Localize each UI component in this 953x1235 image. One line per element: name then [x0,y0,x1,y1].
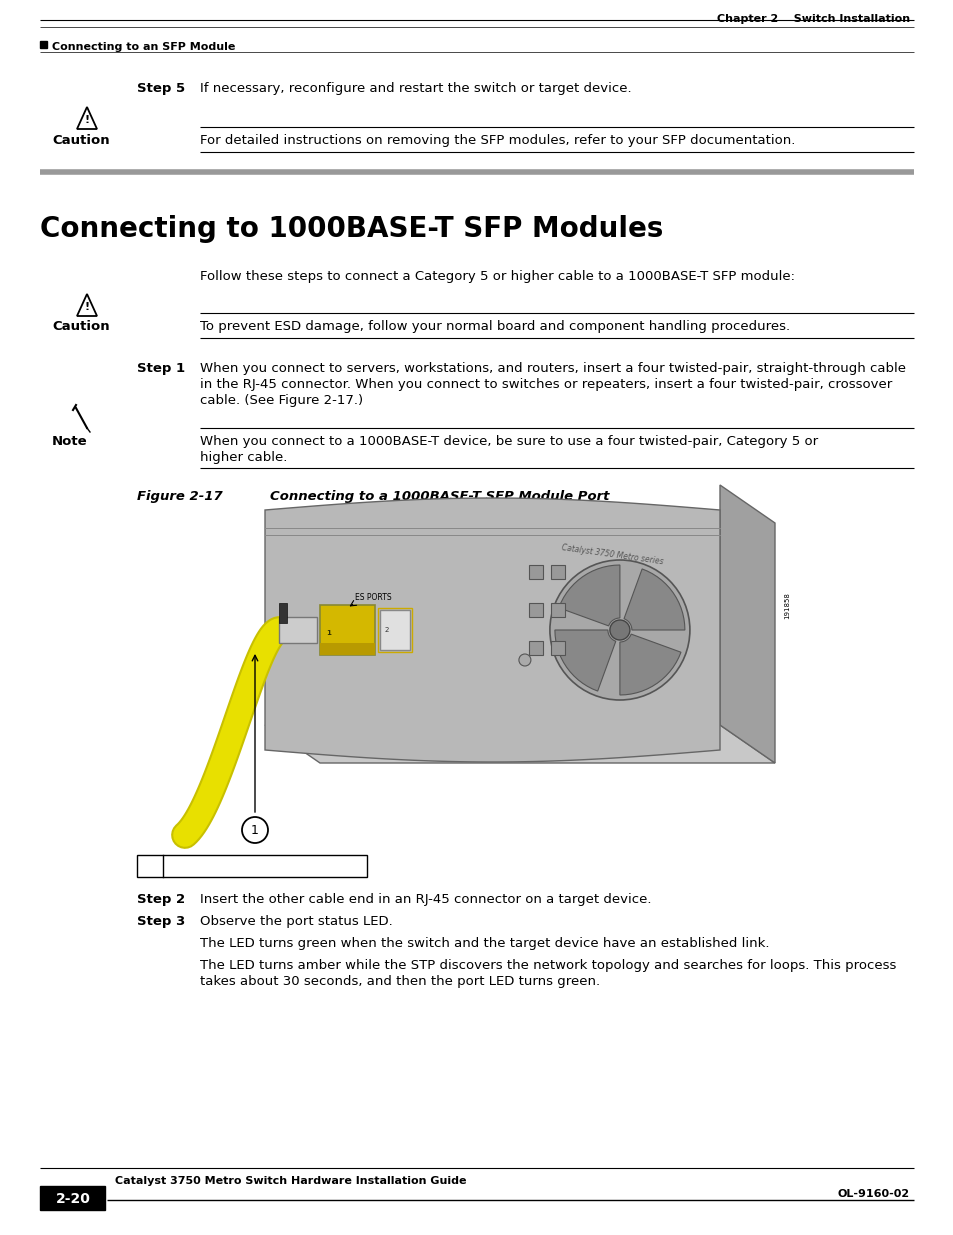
Text: When you connect to a 1000BASE-T device, be sure to use a four twisted-pair, Cat: When you connect to a 1000BASE-T device,… [200,435,818,448]
Bar [528,603,542,618]
Bar [377,608,412,652]
Text: Step 1: Step 1 [137,362,185,375]
Text: Caution: Caution [52,135,110,147]
Text: Step 3: Step 3 [137,915,185,927]
Circle shape [242,818,268,844]
Circle shape [549,559,689,700]
Text: To prevent ESD damage, follow your normal board and component handling procedure: To prevent ESD damage, follow your norma… [200,320,789,333]
Text: Caution: Caution [52,320,110,333]
Text: Step 5: Step 5 [137,82,185,95]
Bar [278,618,316,643]
Text: 1: 1 [251,824,258,836]
Text: in the RJ-45 connector. When you connect to switches or repeaters, insert a four: in the RJ-45 connector. When you connect… [200,378,891,391]
Text: Connecting to 1000BASE-T SFP Modules: Connecting to 1000BASE-T SFP Modules [40,215,662,243]
Text: The LED turns amber while the STP discovers the network topology and searches fo: The LED turns amber while the STP discov… [200,960,896,972]
Text: Connecting to an SFP Module: Connecting to an SFP Module [52,42,235,52]
Polygon shape [558,564,619,626]
Text: Chapter 2    Switch Installation: Chapter 2 Switch Installation [716,14,909,23]
Bar [137,855,367,877]
Bar [319,643,375,655]
Bar [319,605,375,655]
Bar [528,564,542,579]
Text: The LED turns green when the switch and the target device have an established li: The LED turns green when the switch and … [200,937,769,950]
Text: Note: Note [52,435,88,448]
Text: !: ! [85,303,90,312]
Text: When you connect to servers, workstations, and routers, insert a four twisted-pa: When you connect to servers, workstation… [200,362,905,375]
Text: takes about 30 seconds, and then the port LED turns green.: takes about 30 seconds, and then the por… [200,974,599,988]
Polygon shape [265,725,774,763]
Text: Observe the port status LED.: Observe the port status LED. [200,915,393,927]
Text: Step 2: Step 2 [137,893,185,906]
Text: !: ! [85,115,90,125]
Circle shape [609,620,629,640]
Text: Connecting to a 1000BASE-T SFP Module Port: Connecting to a 1000BASE-T SFP Module Po… [270,490,609,503]
Bar [278,603,287,622]
Text: 2: 2 [385,627,389,634]
Polygon shape [623,569,684,630]
Bar [379,610,410,650]
Text: 191858: 191858 [783,593,789,620]
Text: higher cable.: higher cable. [200,451,287,464]
Bar [40,1186,105,1210]
Text: 1: 1 [144,860,153,873]
Text: Catalyst 3750 Metro Switch Hardware Installation Guide: Catalyst 3750 Metro Switch Hardware Inst… [115,1176,466,1186]
Bar [550,564,564,579]
Polygon shape [720,485,774,763]
Text: OL-9160-02: OL-9160-02 [837,1189,909,1199]
Text: Insert the other cable end in an RJ-45 connector on a target device.: Insert the other cable end in an RJ-45 c… [200,893,651,906]
Bar [528,641,542,655]
Text: Follow these steps to connect a Category 5 or higher cable to a 1000BASE-T SFP m: Follow these steps to connect a Category… [200,270,794,283]
Polygon shape [555,630,615,692]
Text: RJ-45 connector: RJ-45 connector [169,860,274,872]
Text: If necessary, reconfigure and restart the switch or target device.: If necessary, reconfigure and restart th… [200,82,631,95]
Text: 1: 1 [326,630,331,636]
Polygon shape [265,498,720,762]
Bar [550,603,564,618]
Polygon shape [619,634,680,695]
Text: ES PORTS: ES PORTS [355,593,392,601]
Bar [550,641,564,655]
Bar [40,41,47,48]
Text: Catalyst 3750 Metro series: Catalyst 3750 Metro series [560,543,663,567]
Text: Figure 2-17: Figure 2-17 [137,490,222,503]
Text: 2-20: 2-20 [55,1192,91,1207]
Text: For detailed instructions on removing the SFP modules, refer to your SFP documen: For detailed instructions on removing th… [200,135,795,147]
Text: cable. (See Figure 2-17.): cable. (See Figure 2-17.) [200,394,363,408]
Circle shape [518,655,530,666]
